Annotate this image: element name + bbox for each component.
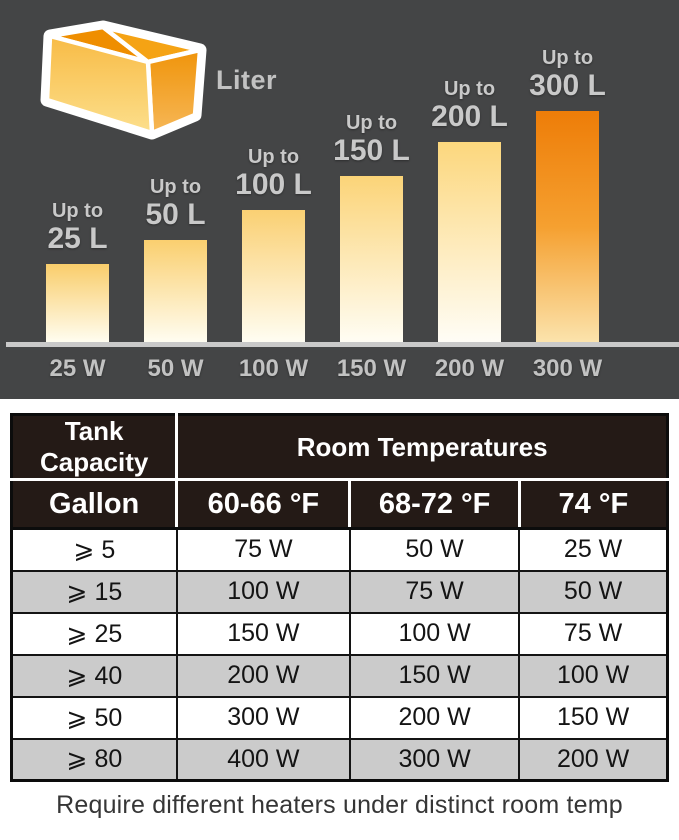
watt-cell: 100 W xyxy=(175,569,351,614)
watt-cell: 150 W xyxy=(518,695,669,740)
table-header-row: Tank Capacity Room Temperatures xyxy=(11,414,668,481)
up-to-text: Up to xyxy=(541,47,594,70)
liters-text: 300 L xyxy=(529,68,606,102)
tank-capacity-header: Tank Capacity xyxy=(11,414,179,481)
watt-cell: 150 W xyxy=(175,611,351,656)
bar-value-label: Up to 25 L xyxy=(47,200,108,255)
bar-100w xyxy=(242,210,305,342)
bar-column-100w: Up to 100 L xyxy=(235,146,312,342)
bar-300w xyxy=(536,111,599,342)
bottom-caption: Require different heaters under distinct… xyxy=(56,791,623,819)
bar-column-300w: Up to 300 L xyxy=(529,47,606,342)
room-temperatures-header: Room Temperatures xyxy=(176,414,668,481)
watt-cell: 200 W xyxy=(518,737,669,782)
liter-label: Liter xyxy=(216,64,278,95)
wattage-table-section: Tank Capacity Room Temperatures Gallon 6… xyxy=(0,399,679,782)
x-axis-labels: 25 W 50 W 100 W 150 W 200 W 300 W xyxy=(46,355,603,383)
bars-area: Up to 25 L Up to 50 L Up to 100 L xyxy=(46,0,606,342)
temp-column-header-1: 60-66 °F xyxy=(176,479,352,530)
bar-50w xyxy=(144,240,207,342)
x-tick-label: 50 W xyxy=(147,355,204,382)
wattage-bar-chart: Liter Up to 25 L Up to 50 L Up to xyxy=(0,0,679,399)
temp-column-header-3: 74 °F xyxy=(519,479,668,530)
bar-150w xyxy=(340,176,403,342)
watt-cell: 100 W xyxy=(348,611,521,656)
watt-cell: 100 W xyxy=(518,653,669,698)
liter-legend: Liter xyxy=(38,20,277,140)
bar-value-label: Up to 200 L xyxy=(431,78,508,133)
gallon-cell: ⩾ 40 xyxy=(10,653,178,698)
watt-cell: 200 W xyxy=(175,653,351,698)
up-to-text: Up to xyxy=(149,176,202,199)
up-to-text: Up to xyxy=(443,78,496,101)
watt-cell: 75 W xyxy=(348,569,521,614)
table-row: ⩾ 5 75 W 50 W 25 W xyxy=(10,527,669,572)
table-row: ⩾ 40 200 W 150 W 100 W xyxy=(10,653,669,698)
liters-text: 25 L xyxy=(47,221,108,255)
gallon-cell: ⩾ 25 xyxy=(10,611,178,656)
watt-cell: 300 W xyxy=(348,737,521,782)
watt-cell: 300 W xyxy=(175,695,351,740)
bar-value-label: Up to 150 L xyxy=(333,112,410,167)
temp-column-header-2: 68-72 °F xyxy=(349,479,521,530)
x-axis-line xyxy=(6,342,679,347)
liters-text: 200 L xyxy=(431,99,508,133)
gallon-cell: ⩾ 5 xyxy=(10,527,178,572)
watt-cell: 25 W xyxy=(518,527,669,572)
watt-cell: 400 W xyxy=(175,737,351,782)
gallon-column-header: Gallon xyxy=(11,479,179,530)
table-row: ⩾ 15 100 W 75 W 50 W xyxy=(10,569,669,614)
watt-cell: 75 W xyxy=(518,611,669,656)
watt-cell: 150 W xyxy=(348,653,521,698)
bar-column-25w: Up to 25 L xyxy=(46,200,109,342)
bar-value-label: Up to 300 L xyxy=(529,47,606,102)
liters-text: 50 L xyxy=(145,197,206,231)
liters-text: 100 L xyxy=(235,167,312,201)
bar-25w xyxy=(46,264,109,342)
gallon-cell: ⩾ 15 xyxy=(10,569,178,614)
watt-cell: 200 W xyxy=(348,695,521,740)
gallon-cell: ⩾ 50 xyxy=(10,695,178,740)
room-temperature-table: Tank Capacity Room Temperatures Gallon 6… xyxy=(10,413,669,782)
up-to-text: Up to xyxy=(345,112,398,135)
bar-value-label: Up to 100 L xyxy=(235,146,312,201)
watt-cell: 75 W xyxy=(175,527,351,572)
up-to-text: Up to xyxy=(247,146,300,169)
watt-cell: 50 W xyxy=(518,569,669,614)
bar-value-label: Up to 50 L xyxy=(145,176,206,231)
bar-column-50w: Up to 50 L xyxy=(144,176,207,342)
x-tick-label: 200 W xyxy=(434,355,505,382)
bar-column-200w: Up to 200 L xyxy=(431,78,508,342)
up-to-text: Up to xyxy=(51,200,104,223)
table-subheader-row: Gallon 60-66 °F 68-72 °F 74 °F xyxy=(11,479,668,530)
bar-200w xyxy=(438,142,501,342)
x-tick-label: 150 W xyxy=(336,355,407,382)
table-row: ⩾ 50 300 W 200 W 150 W xyxy=(10,695,669,740)
liters-text: 150 L xyxy=(333,133,410,167)
x-tick-label: 25 W xyxy=(49,355,106,382)
gallon-cell: ⩾ 80 xyxy=(10,737,178,782)
watt-cell: 50 W xyxy=(348,527,521,572)
x-tick-label: 300 W xyxy=(532,355,603,382)
tank-icon xyxy=(40,20,207,140)
table-row: ⩾ 25 150 W 100 W 75 W xyxy=(10,611,669,656)
x-tick-label: 100 W xyxy=(238,355,309,382)
table-row: ⩾ 80 400 W 300 W 200 W xyxy=(10,737,669,782)
bar-column-150w: Up to 150 L xyxy=(333,112,410,342)
